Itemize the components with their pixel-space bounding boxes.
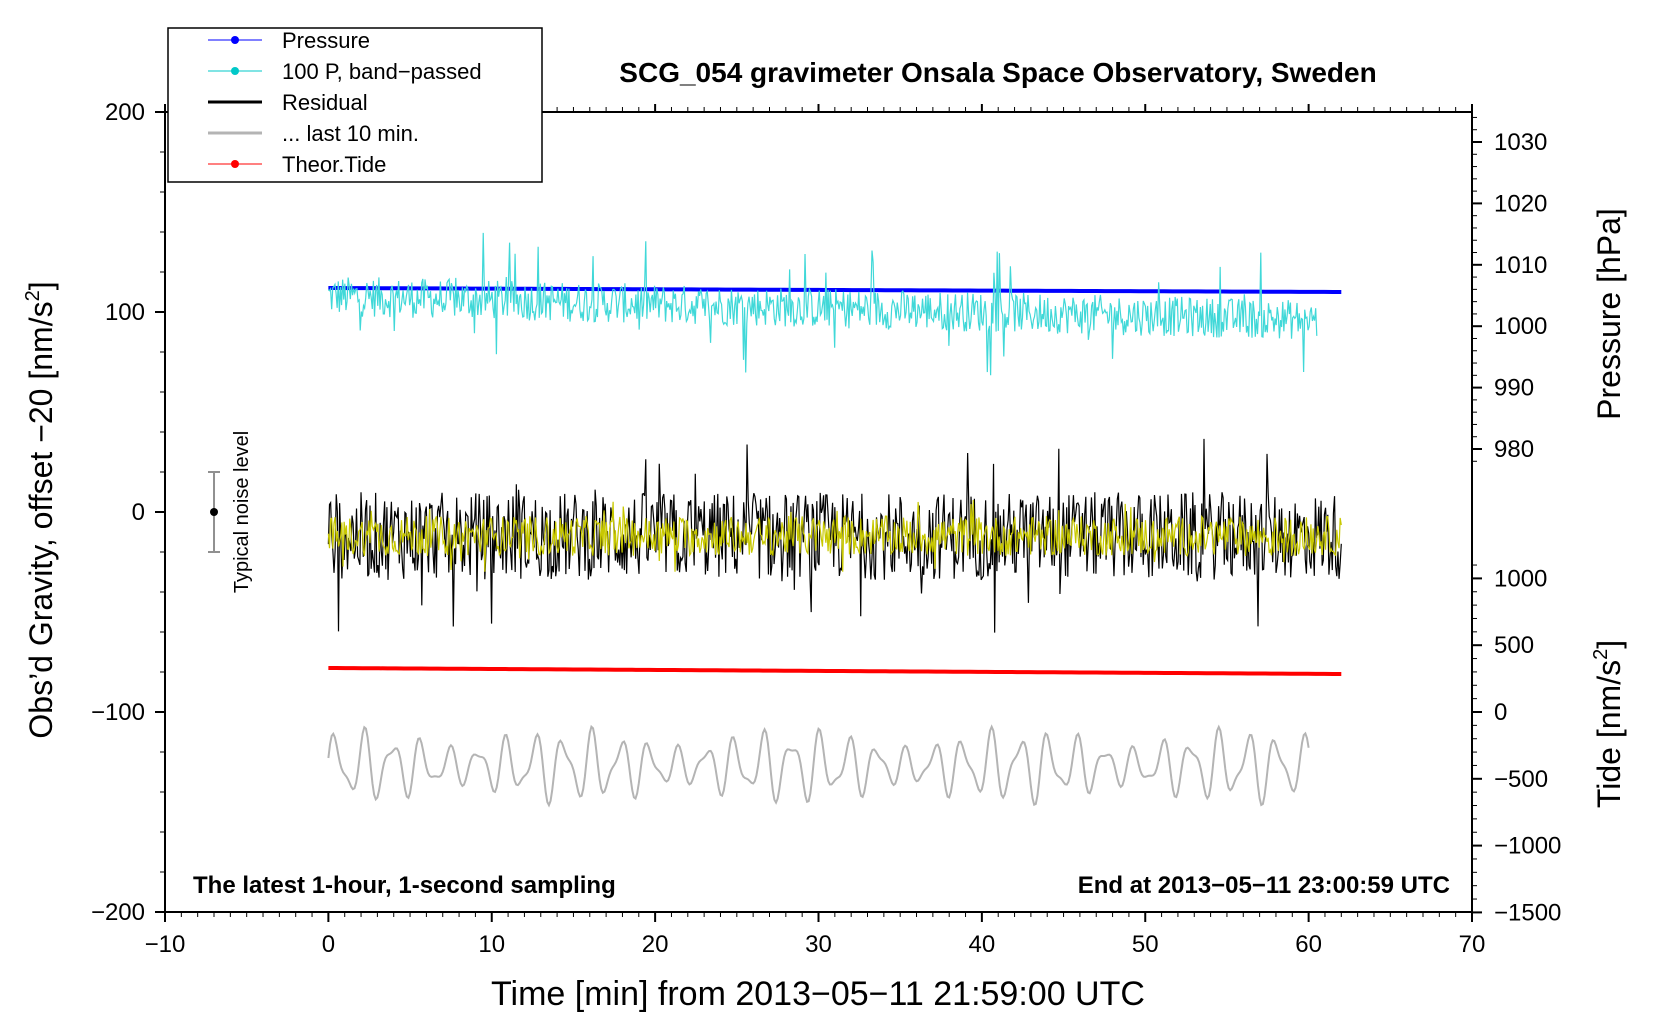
y-left-tick-label: −200 (91, 899, 145, 926)
tide-tick-label: −1000 (1494, 833, 1561, 860)
y-right-pressure-label: Pressure [hPa] (1591, 208, 1627, 420)
x-tick-label: 70 (1459, 931, 1486, 958)
x-tick-label: 10 (478, 931, 505, 958)
x-tick-label: 60 (1295, 931, 1322, 958)
noise-bar-label: Typical noise level (231, 431, 253, 593)
legend-label: ... last 10 min. (282, 121, 419, 146)
x-tick-label: 40 (969, 931, 996, 958)
y-left-axis-label: Obs’d Gravity, offset −20 [nm/s2] (22, 281, 59, 738)
noise-level-indicator: Typical noise level (208, 431, 253, 593)
legend: Pressure 100 P, band−passed Residual ... la… (167, 27, 543, 183)
series-residual (327, 438, 1342, 633)
pressure-tick-label: 1000 (1494, 313, 1547, 340)
y-left-tick-label: −100 (91, 699, 145, 726)
legend-label: 100 P, band−passed (282, 59, 482, 84)
series-pressure (328, 286, 1342, 294)
noise-bar-dot (210, 508, 219, 516)
legend-marker (231, 160, 239, 168)
tide-tick-label: 0 (1494, 699, 1507, 726)
x-axis-label: Time [min] from 2013−05−11 21:59:00 UTC (491, 975, 1145, 1013)
annotation-sampling: The latest 1-hour, 1-second sampling (193, 872, 616, 899)
x-tick-label: 50 (1132, 931, 1159, 958)
legend-box (167, 27, 543, 183)
x-tick-label: 0 (322, 931, 335, 958)
legend-label: Theor.Tide (282, 152, 386, 177)
pressure-tick-label: 980 (1494, 436, 1534, 463)
legend-marker (231, 67, 239, 75)
series-layer (327, 232, 1342, 808)
tide-tick-label: −500 (1494, 766, 1548, 793)
tide-tick-label: 500 (1494, 632, 1534, 659)
pressure-tick-label: 1020 (1494, 190, 1547, 217)
series-theor-tide (328, 666, 1342, 676)
y-left-axis-ticks: 200 100 0 −100 −200 (91, 99, 165, 926)
legend-marker (231, 36, 239, 44)
annotation-end-time: End at 2013−05−11 23:00:59 UTC (1078, 872, 1450, 899)
tide-tick-label: 1000 (1494, 565, 1547, 592)
x-axis-ticks: −10 0 10 20 30 40 50 60 70 (145, 104, 1486, 958)
series-residual-filtered (327, 500, 1342, 572)
chart-title: SCG_054 gravimeter Onsala Space Observat… (619, 57, 1376, 88)
x-tick-label: 20 (642, 931, 669, 958)
pressure-tick-label: 990 (1494, 375, 1534, 402)
y-left-tick-label: 200 (105, 99, 145, 126)
legend-label: Pressure (282, 28, 370, 53)
y-right-tide-label: Tide [nm/s2] (1590, 640, 1627, 808)
series-100-p-band-passed (327, 232, 1318, 376)
y-right-axis-ticks: 1030 1020 1010 1000 990 980 1000 500 0 −500 −1000 −… (1472, 116, 1561, 926)
tide-tick-label: −1500 (1494, 899, 1561, 926)
pressure-tick-label: 1030 (1494, 129, 1547, 156)
y-left-tick-label: 100 (105, 299, 145, 326)
pressure-tick-label: 1010 (1494, 252, 1547, 279)
y-left-tick-label: 0 (132, 499, 145, 526)
x-tick-label: 30 (805, 931, 832, 958)
legend-label: Residual (282, 90, 368, 115)
x-tick-label: −10 (145, 931, 186, 958)
series-last-10-min (327, 724, 1310, 808)
